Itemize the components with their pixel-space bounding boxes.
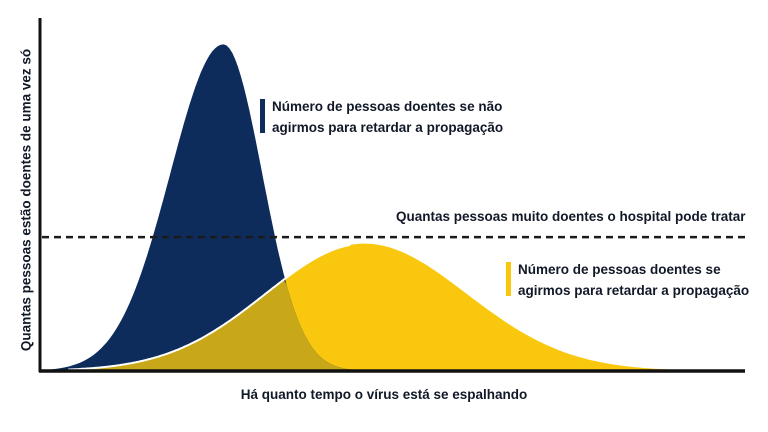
series-with-action-outline bbox=[68, 243, 351, 371]
legend-line: agirmos para retardar a propagação bbox=[272, 120, 504, 135]
x-axis-label: Há quanto tempo o vírus está se espalhan… bbox=[240, 387, 528, 402]
legend-no-action: Número de pessoas doentes se não agirmos … bbox=[260, 96, 503, 138]
legend-with-action-swatch bbox=[506, 262, 511, 296]
y-axis-label-text: Quantas pessoas estão doentes de uma vez… bbox=[18, 48, 34, 352]
overlap-area bbox=[47, 279, 731, 371]
legend-no-action-label: Número de pessoas doentes se não agirmos … bbox=[272, 96, 503, 138]
legend-line: Número de pessoas doentes se bbox=[518, 262, 721, 277]
series-without-action-area bbox=[47, 44, 731, 372]
legend-line: Número de pessoas doentes se não bbox=[272, 99, 503, 114]
legend-with-action-label: Número de pessoas doentes se agirmos para… bbox=[518, 259, 749, 301]
legend-with-action: Número de pessoas doentes se agirmos para… bbox=[506, 259, 749, 301]
hospital-capacity-label: Quantas pessoas muito doentes o hospital… bbox=[396, 209, 746, 224]
legend-no-action-swatch bbox=[260, 99, 265, 133]
legend-line: agirmos para retardar a propagação bbox=[518, 283, 750, 298]
